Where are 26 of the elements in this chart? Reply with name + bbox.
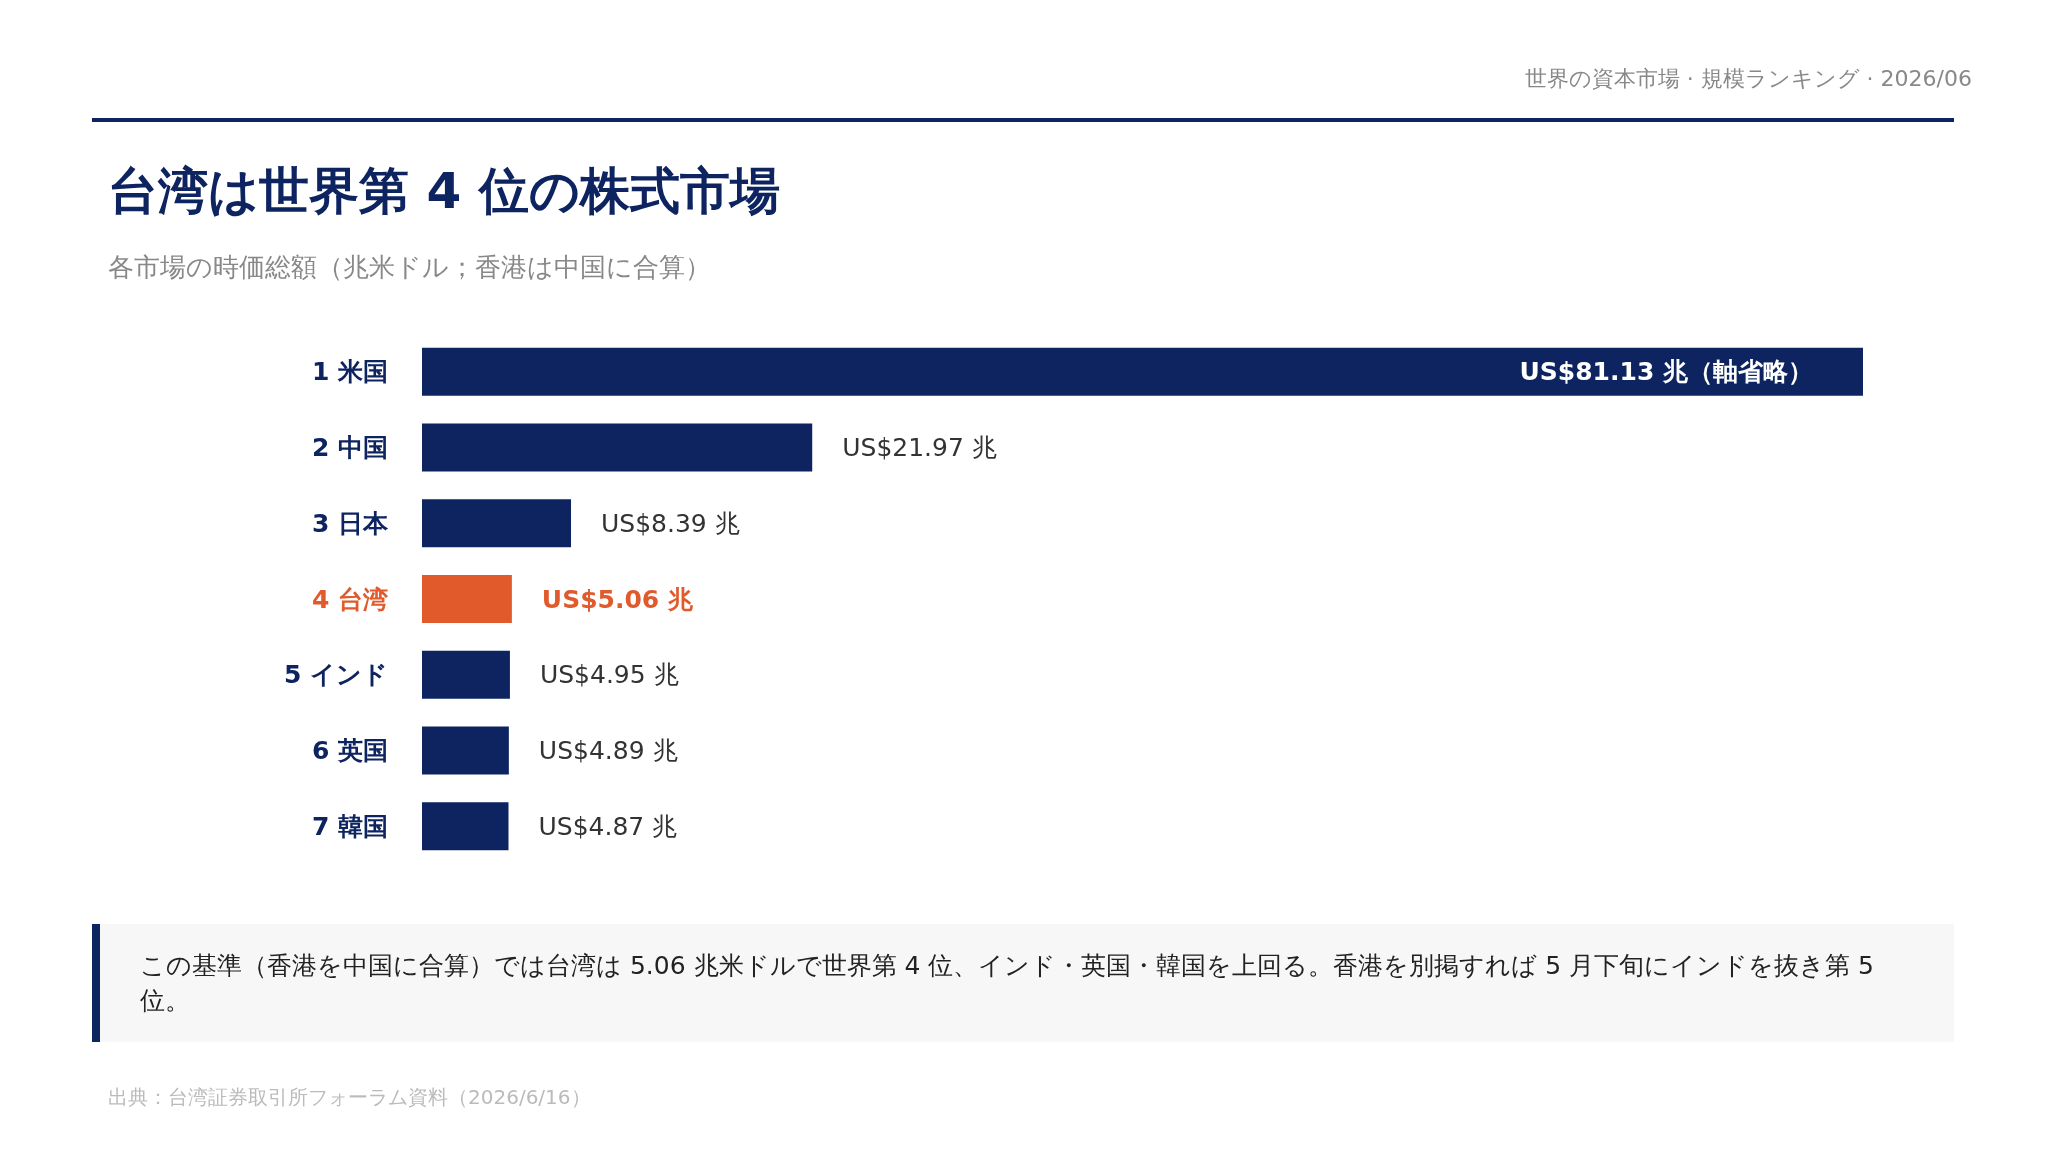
y-tick-label: 5 インド xyxy=(283,660,388,690)
y-tick-label: 7 韓国 xyxy=(311,811,388,841)
data-label: US$8.39 兆 xyxy=(601,508,740,538)
bar xyxy=(422,347,1863,396)
data-label: US$4.89 兆 xyxy=(538,735,678,765)
bar xyxy=(422,423,813,472)
y-tick-label: 1 米国 xyxy=(311,357,388,387)
bar xyxy=(422,726,509,775)
bar xyxy=(422,499,572,548)
bar xyxy=(422,650,510,699)
data-label: US$81.13 兆（軸省略） xyxy=(1519,357,1813,387)
chart-subtitle: 各市場の時価総額（兆米ドル；香港は中国に合算） xyxy=(108,251,711,284)
data-label: US$4.95 兆 xyxy=(539,660,679,690)
bar xyxy=(422,575,512,623)
y-tick-label: 4 台湾 xyxy=(311,584,388,614)
data-label: US$21.97 兆 xyxy=(842,433,997,463)
y-tick-label: 2 中国 xyxy=(311,433,388,463)
source-note: 出典：台湾証券取引所フォーラム資料（2026/6/16） xyxy=(108,1084,591,1111)
chart-title: 台湾は世界第 4 位の株式市場 xyxy=(108,161,780,222)
y-tick-label: 6 英国 xyxy=(311,735,388,765)
text: 世界の資本市場 · 規模ランキング · 2026/06 xyxy=(1524,65,1972,93)
y-tick-label: 3 日本 xyxy=(311,508,389,538)
bar xyxy=(422,802,509,851)
data-label: US$4.87 兆 xyxy=(538,811,678,841)
text: この基準（香港を中国に合算）では台湾は 5.06 兆米ドルで世界第 4 位、インド・英国・韓国を上回る。香港を別掲すれば 5 月下旬にインドを抜き第 5 位。 xyxy=(92,924,1954,1042)
data-label: US$5.06 兆 xyxy=(541,584,694,614)
